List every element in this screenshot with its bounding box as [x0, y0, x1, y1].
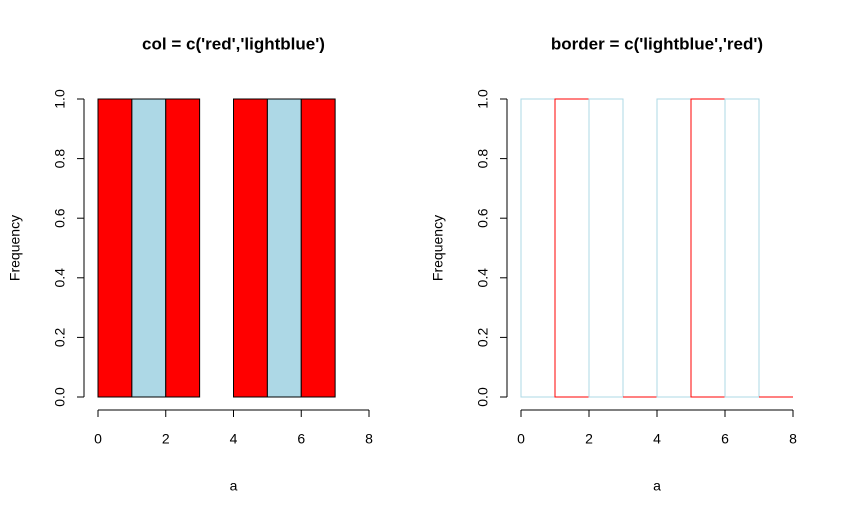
bar	[165, 98, 201, 398]
y-tick-label: 0.6	[52, 208, 68, 228]
y-tick-label: 0.8	[52, 149, 68, 169]
bar	[233, 98, 268, 398]
x-axis-label: a	[653, 478, 661, 494]
x-tick-label: 8	[365, 431, 373, 447]
x-tick-label: 4	[230, 431, 238, 447]
bar	[724, 98, 760, 398]
bar	[131, 98, 167, 398]
y-tick-label: 0.0	[52, 387, 68, 407]
y-tick-label: 0.2	[475, 327, 491, 347]
x-tick-label: 0	[94, 431, 102, 447]
x-tick-label: 6	[721, 431, 729, 447]
bar	[97, 98, 133, 398]
bar	[266, 98, 302, 398]
y-axis-label: Frequency	[430, 215, 446, 281]
chart-title: col = c('red','lightblue')	[142, 34, 325, 53]
x-tick-label: 2	[162, 431, 170, 447]
y-tick-label: 0.8	[475, 149, 491, 169]
bar	[656, 98, 692, 398]
bar	[300, 98, 336, 398]
y-tick-label: 1.0	[52, 89, 68, 109]
bar	[588, 98, 624, 398]
bar	[690, 98, 726, 398]
x-tick-label: 8	[789, 431, 797, 447]
y-tick-label: 0.4	[52, 268, 68, 288]
y-tick-label: 0.4	[475, 268, 491, 288]
x-tick-label: 0	[517, 431, 525, 447]
y-tick-label: 0.2	[52, 327, 68, 347]
y-tick-label: 0.0	[475, 387, 491, 407]
x-tick-label: 4	[653, 431, 661, 447]
y-tick-label: 1.0	[475, 89, 491, 109]
bar	[520, 98, 556, 398]
x-tick-label: 6	[297, 431, 305, 447]
x-tick-label: 2	[585, 431, 593, 447]
y-axis-label: Frequency	[7, 215, 23, 281]
x-axis-label: a	[230, 478, 238, 494]
y-tick-label: 0.6	[475, 208, 491, 228]
chart-title: border = c('lightblue','red')	[551, 34, 763, 53]
bar	[554, 98, 590, 398]
